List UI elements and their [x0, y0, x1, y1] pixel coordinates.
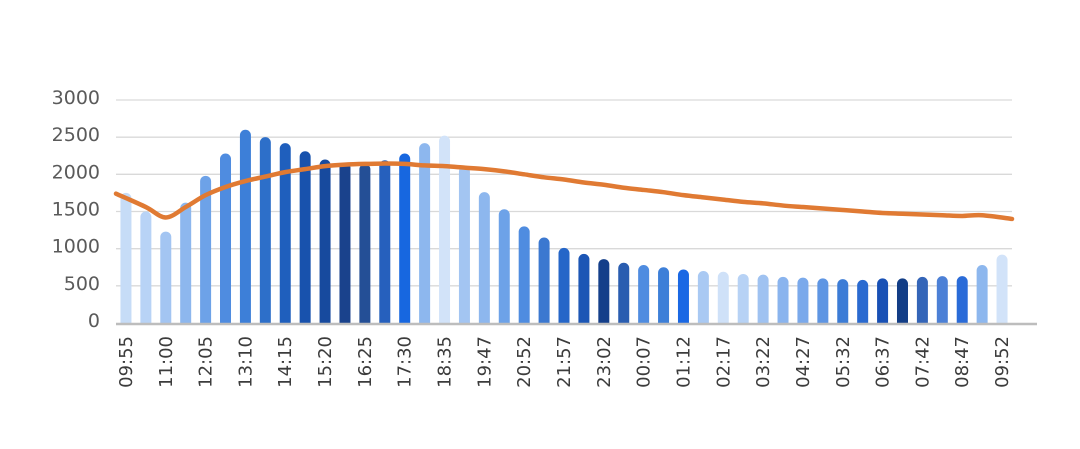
x-tick-label: 07:42 — [912, 336, 933, 388]
y-axis-ticks: 0 500 1000 1500 2000 2500 3000 — [52, 87, 100, 332]
bar — [817, 278, 829, 323]
bar — [478, 192, 490, 323]
x-tick-label: 06:37 — [873, 336, 894, 388]
bar — [956, 276, 968, 323]
y-tick-label: 3000 — [52, 87, 100, 109]
bar — [558, 247, 570, 323]
bar — [319, 159, 331, 323]
bar — [737, 273, 749, 323]
bar — [259, 137, 271, 323]
x-tick-label: 00:07 — [634, 336, 655, 388]
bar — [379, 160, 391, 323]
bar — [538, 237, 550, 323]
x-tick-label: 03:22 — [753, 336, 774, 388]
x-tick-label: 21:57 — [554, 336, 575, 388]
bar — [160, 231, 172, 323]
bar-series — [120, 129, 1008, 323]
x-tick-label: 14:15 — [275, 336, 296, 388]
bar — [618, 262, 630, 323]
bar — [598, 259, 610, 323]
bar — [120, 192, 132, 323]
x-tick-label: 05:32 — [833, 336, 854, 388]
bar — [518, 226, 530, 323]
x-tick-label: 20:52 — [514, 336, 535, 388]
x-tick-label: 19:47 — [474, 336, 495, 388]
bar — [677, 269, 689, 323]
bar — [220, 153, 232, 323]
bar — [877, 278, 889, 323]
bar — [498, 209, 510, 323]
x-tick-label: 12:05 — [196, 336, 217, 388]
bar — [200, 175, 212, 323]
y-tick-label: 2500 — [52, 124, 100, 146]
x-tick-label: 18:35 — [435, 336, 456, 388]
bar — [638, 265, 650, 323]
bar — [658, 267, 670, 323]
x-tick-label: 13:10 — [235, 336, 256, 388]
x-tick-label: 17:30 — [395, 336, 416, 388]
bar — [419, 143, 431, 323]
bar — [797, 277, 809, 323]
y-tick-label: 1000 — [52, 236, 100, 258]
bar — [399, 153, 411, 323]
bar — [578, 253, 590, 323]
x-tick-label: 16:25 — [355, 336, 376, 388]
bar — [140, 211, 152, 323]
bar — [857, 279, 869, 323]
bar — [916, 276, 928, 323]
x-tick-label: 01:12 — [673, 336, 694, 388]
bar — [976, 265, 988, 323]
y-tick-label: 1500 — [52, 199, 100, 221]
x-tick-label: 09:52 — [992, 336, 1013, 388]
bar — [717, 271, 729, 323]
x-tick-label: 11:00 — [156, 336, 177, 388]
y-tick-label: 2000 — [52, 161, 100, 183]
bar — [458, 166, 470, 323]
x-tick-label: 08:47 — [952, 336, 973, 388]
bar — [359, 163, 371, 323]
bar — [299, 151, 311, 323]
bar — [757, 274, 769, 323]
bar — [896, 278, 908, 323]
bar — [697, 270, 709, 323]
bar — [837, 279, 849, 323]
bar — [936, 276, 948, 323]
bar — [439, 135, 451, 323]
x-tick-label: 09:55 — [116, 336, 137, 388]
x-tick-label: 04:27 — [793, 336, 814, 388]
x-axis-ticks: 09:55 11:00 12:05 13:10 14:15 15:20 16:25 17:30… — [116, 336, 1013, 388]
bar — [239, 129, 251, 323]
x-tick-label: 15:20 — [315, 336, 336, 388]
y-tick-label: 500 — [64, 273, 100, 295]
trend-line — [113, 161, 1015, 222]
trend-line-series — [113, 161, 1015, 222]
x-tick-label: 23:02 — [594, 336, 615, 388]
bar — [996, 254, 1008, 323]
bar — [777, 276, 789, 323]
bar — [339, 162, 351, 323]
y-tick-label: 0 — [88, 310, 100, 332]
bar — [279, 143, 291, 323]
x-tick-label: 02:17 — [713, 336, 734, 388]
bar — [180, 202, 192, 323]
